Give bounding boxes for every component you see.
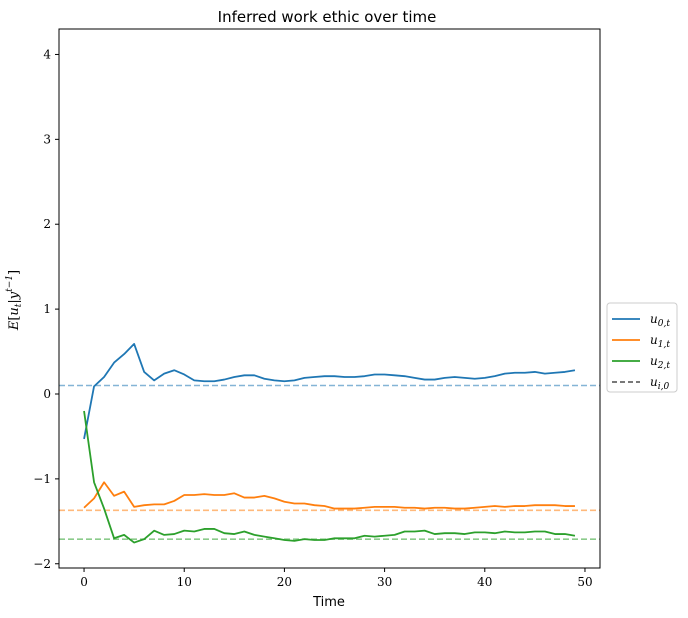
series-line-1 <box>83 481 575 510</box>
y-tick-label: 1 <box>43 302 51 316</box>
y-tick-label: 4 <box>43 47 51 61</box>
x-tick-label: 20 <box>277 575 292 589</box>
series-line-0 <box>83 343 576 440</box>
chart-title: Inferred work ethic over time <box>218 8 437 26</box>
legend-box <box>606 302 678 393</box>
legend-label-1: u1,t <box>650 333 670 350</box>
x-axis-label: Time <box>312 595 345 610</box>
y-tick-label: 3 <box>43 132 51 146</box>
legend-label-0: u0,t <box>650 312 670 329</box>
x-tick-label: 30 <box>377 575 392 589</box>
x-tick-label: 10 <box>177 575 192 589</box>
legend-label-2: u2,t <box>650 354 670 371</box>
x-tick-label: 40 <box>477 575 492 589</box>
plot-frame <box>58 28 601 569</box>
y-tick-label: 0 <box>43 387 51 401</box>
y-tick-label: 2 <box>43 217 51 231</box>
axis-ticks: 0 10 20 30 40 50 −2 −1 0 1 2 3 4 <box>33 47 592 589</box>
legend: u0,t u1,t u2,t ui,0 <box>606 302 678 393</box>
y-tick-label: −1 <box>33 472 51 486</box>
y-tick-label: −2 <box>33 557 51 571</box>
plot-area <box>59 343 600 544</box>
y-axis-label: E[ut|yt−1] <box>5 270 24 331</box>
series-line-2 <box>83 410 576 544</box>
x-tick-label: 0 <box>80 575 88 589</box>
legend-label-3: ui,0 <box>650 375 669 392</box>
x-tick-label: 50 <box>577 575 592 589</box>
